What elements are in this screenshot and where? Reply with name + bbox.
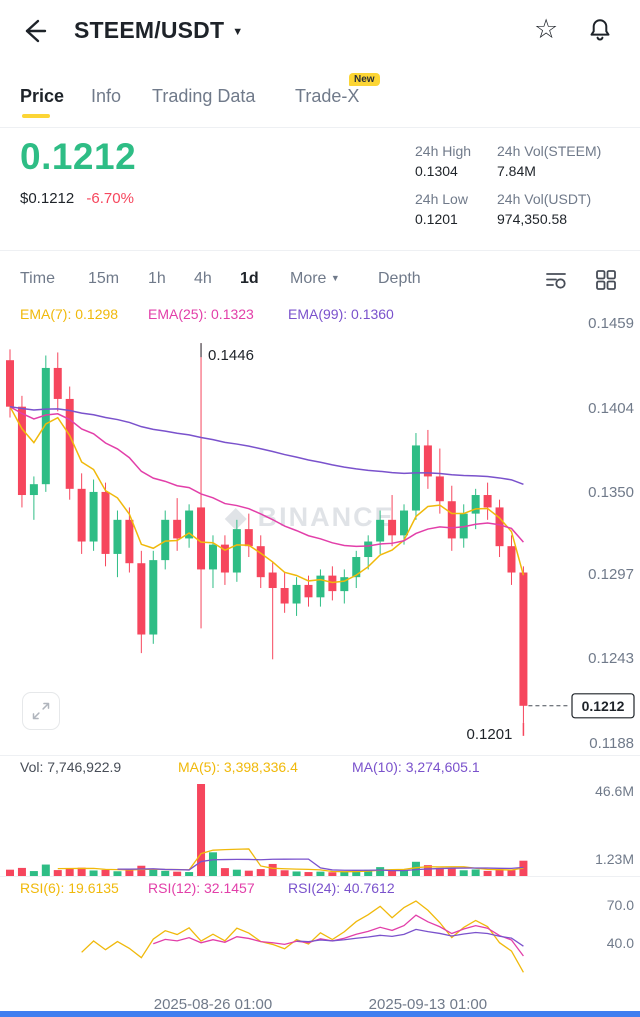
- vol-base-value: 7.84M: [497, 163, 536, 179]
- svg-text:0.1201: 0.1201: [467, 726, 513, 743]
- bottom-bar: [0, 1011, 640, 1017]
- volume-legend: Vol: 7,746,922.9: [20, 759, 122, 775]
- ema25-legend: EMA(25): 0.1323: [148, 306, 254, 322]
- volume-chart-canvas[interactable]: 46.6M 1.23M: [0, 778, 640, 878]
- svg-text:0.1446: 0.1446: [208, 347, 254, 364]
- fullscreen-chart-button[interactable]: [22, 692, 60, 730]
- indicator-settings-button[interactable]: [544, 268, 568, 292]
- interval-1d[interactable]: 1d: [240, 270, 259, 287]
- divider: [0, 250, 640, 251]
- pair-dropdown-caret-icon: ▼: [232, 26, 244, 38]
- price-chart-canvas[interactable]: ◆ BINANCE 0.1459 0.1404 0.1350 0.1297 0.1243 0…: [0, 298, 640, 758]
- tab-trading-data[interactable]: Trading Data: [152, 86, 256, 106]
- bell-icon: [590, 19, 610, 41]
- x-axis-label: 2025-08-26 01:00: [153, 996, 273, 1013]
- volume-ma5-legend: MA(5): 3,398,336.4: [178, 759, 298, 775]
- low-value: 0.1201: [415, 211, 458, 227]
- back-arrow-icon: [25, 19, 47, 43]
- svg-text:0.1404: 0.1404: [588, 400, 634, 417]
- star-icon: ☆: [534, 14, 559, 44]
- x-axis: 2025-08-26 01:00 2025-09-13 01:00: [0, 996, 640, 1016]
- vol-base-label: 24h Vol(STEEM): [497, 143, 602, 159]
- indicator-settings-icon: [546, 273, 566, 289]
- high-label: 24h High: [415, 143, 472, 159]
- svg-text:0.1243: 0.1243: [588, 650, 634, 667]
- fiat-price: $0.1212: [20, 190, 75, 207]
- interval-15m[interactable]: 15m: [88, 270, 120, 287]
- divider: [0, 127, 640, 128]
- last-price: 0.1212: [20, 136, 137, 177]
- ema7-legend: EMA(7): 0.1298: [20, 306, 119, 322]
- pair-title[interactable]: STEEM/USDT ▼: [74, 17, 243, 44]
- tab-price[interactable]: Price: [20, 86, 65, 106]
- depth-button[interactable]: Depth: [378, 270, 421, 287]
- vol-quote-label: 24h Vol(USDT): [497, 191, 592, 207]
- divider: [0, 876, 640, 877]
- ema99-legend: EMA(99): 0.1360: [288, 306, 394, 322]
- rsi-chart-canvas[interactable]: 70.0 40.0: [0, 898, 640, 994]
- svg-text:1.23M: 1.23M: [595, 851, 634, 867]
- rsi6-legend: RSI(6): 19.6135: [20, 880, 119, 896]
- volume-ma10-legend: MA(10): 3,274,605.1: [352, 759, 480, 775]
- back-button[interactable]: [18, 16, 48, 46]
- x-axis-label: 2025-09-13 01:00: [368, 996, 488, 1013]
- favorite-button[interactable]: ☆: [534, 16, 558, 43]
- svg-text:0.1459: 0.1459: [588, 315, 634, 332]
- interval-1h[interactable]: 1h: [148, 270, 166, 287]
- rsi24-legend: RSI(24): 40.7612: [288, 880, 395, 896]
- interval-time[interactable]: Time: [20, 270, 55, 287]
- high-value: 0.1304: [415, 163, 458, 179]
- svg-text:0.1297: 0.1297: [588, 566, 634, 583]
- chart-layout-button[interactable]: [594, 268, 618, 292]
- rsi12-legend: RSI(12): 32.1457: [148, 880, 255, 896]
- more-dropdown[interactable]: More ▼: [290, 270, 340, 287]
- active-tab-underline: [22, 114, 50, 118]
- alerts-button[interactable]: [586, 16, 614, 44]
- tab-trade-x[interactable]: Trade-X: [295, 86, 360, 106]
- new-badge: New: [349, 73, 380, 86]
- price-subline: $0.1212 -6.70%: [20, 190, 134, 207]
- svg-text:◆ BINANCE: ◆ BINANCE: [224, 502, 394, 532]
- svg-text:0.1350: 0.1350: [588, 484, 634, 501]
- svg-text:46.6M: 46.6M: [595, 783, 634, 799]
- change-percent: -6.70%: [86, 190, 134, 207]
- grid-layout-icon: [596, 270, 616, 290]
- vol-quote-value: 974,350.58: [497, 211, 568, 227]
- divider: [0, 755, 640, 756]
- pair-title-label: STEEM/USDT: [74, 17, 225, 43]
- expand-icon: [32, 702, 50, 720]
- svg-text:40.0: 40.0: [607, 935, 634, 951]
- tab-info[interactable]: Info: [91, 86, 122, 106]
- low-label: 24h Low: [415, 191, 468, 207]
- svg-text:0.1188: 0.1188: [589, 735, 634, 752]
- svg-text:70.0: 70.0: [607, 898, 634, 913]
- svg-text:0.1212: 0.1212: [582, 698, 625, 714]
- interval-4h[interactable]: 4h: [194, 270, 212, 287]
- more-caret-icon: ▼: [330, 273, 340, 283]
